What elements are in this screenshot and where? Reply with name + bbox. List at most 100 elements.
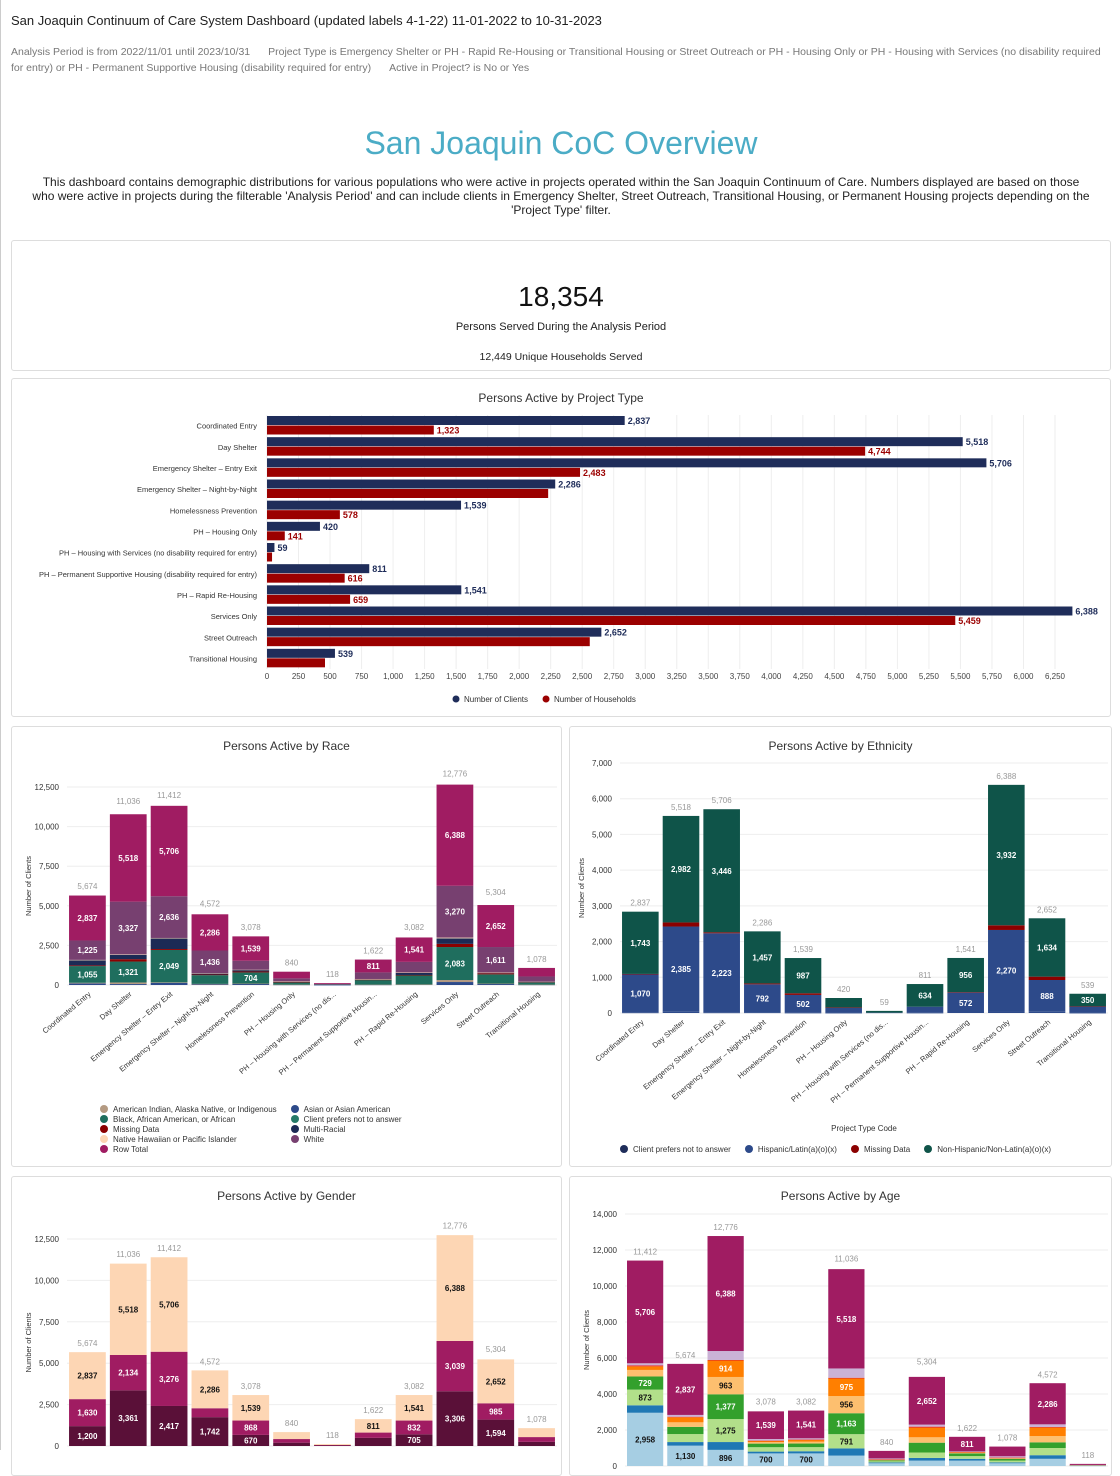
bar-segment bbox=[109, 959, 147, 962]
bar-segment bbox=[232, 969, 270, 971]
bar-clients bbox=[267, 458, 987, 468]
legend-label: Missing Data bbox=[113, 1124, 160, 1134]
bar-segment bbox=[69, 1426, 106, 1446]
legend-label: Row Total bbox=[113, 1144, 148, 1154]
bar-segment bbox=[354, 1437, 392, 1446]
x-tick-label: Homelessness Prevention bbox=[736, 1018, 809, 1081]
bar-segment bbox=[191, 1370, 229, 1409]
y-tick-label: 2,500 bbox=[39, 1401, 60, 1410]
filter-summary[interactable]: Analysis Period is from 2022/11/01 until… bbox=[11, 44, 1111, 76]
bar-segment bbox=[314, 984, 351, 985]
total-label: 539 bbox=[1081, 981, 1095, 990]
bar-segment bbox=[622, 911, 659, 974]
y-tick-label: 7,500 bbox=[39, 1318, 60, 1327]
x-tick-label: Emergency Shelter – Entry Exit bbox=[641, 1017, 727, 1091]
bar-segment bbox=[191, 1408, 229, 1418]
legend-item[interactable]: Multi-Racial bbox=[290, 1124, 402, 1134]
bar-segment bbox=[828, 1455, 865, 1466]
legend-item[interactable]: Client prefers not to answer bbox=[620, 1144, 731, 1154]
bar-segment bbox=[191, 975, 229, 984]
y-tick-label: 3,000 bbox=[592, 902, 613, 911]
legend-item[interactable]: Black, African American, or African bbox=[100, 1114, 277, 1124]
y-tick-label: 4,000 bbox=[592, 866, 613, 875]
bar-segment bbox=[395, 974, 433, 976]
total-label: 1,539 bbox=[793, 945, 814, 954]
bar-segment bbox=[825, 1007, 862, 1008]
data-label: 2,083 bbox=[445, 960, 466, 969]
legend-label: Hispanic/Latin(a)(o)(x) bbox=[757, 1144, 837, 1154]
legend-item[interactable]: American Indian, Alaska Native, or Indig… bbox=[100, 1104, 277, 1114]
total-label: 2,652 bbox=[1037, 905, 1058, 914]
total-label: 5,304 bbox=[486, 888, 507, 897]
legend-item[interactable]: Hispanic/Latin(a)(o)(x) bbox=[744, 1144, 837, 1154]
legend-marker bbox=[100, 1135, 108, 1143]
x-tick-label: 5,250 bbox=[919, 672, 940, 681]
category-label: Street Outreach bbox=[204, 633, 257, 642]
bar-segment bbox=[395, 975, 433, 985]
filter-project-type[interactable]: Project Type is Emergency Shelter or PH … bbox=[11, 46, 1101, 74]
legend-item[interactable]: Native Hawaiian or Pacific Islander bbox=[100, 1134, 277, 1144]
total-label: 2,286 bbox=[752, 918, 773, 927]
legend-item[interactable]: Missing Data bbox=[100, 1124, 277, 1134]
bar-segment bbox=[667, 1416, 704, 1418]
bar-segment bbox=[518, 1437, 555, 1442]
bar-segment bbox=[395, 1434, 433, 1446]
x-tick-label: Services Only bbox=[970, 1017, 1011, 1054]
bar-segment bbox=[109, 1263, 147, 1356]
x-tick-label: 4,000 bbox=[761, 672, 782, 681]
legend-item[interactable]: Asian or Asian American bbox=[290, 1104, 402, 1114]
bar-segment bbox=[436, 947, 474, 981]
bar-segment bbox=[436, 938, 474, 944]
x-tick-label: 6,000 bbox=[1013, 672, 1034, 681]
x-tick-label: 1,000 bbox=[383, 672, 404, 681]
households-label: Unique Households Served bbox=[514, 351, 643, 363]
bar-segment bbox=[667, 1417, 704, 1423]
data-label: 1,742 bbox=[200, 1428, 221, 1437]
data-label: 975 bbox=[840, 1383, 854, 1392]
bar-segment bbox=[667, 1414, 704, 1417]
bar-segment bbox=[314, 983, 351, 985]
bar-segment bbox=[703, 933, 740, 1013]
y-tick-label: 12,500 bbox=[35, 1235, 60, 1244]
x-tick-label: 5,750 bbox=[982, 672, 1003, 681]
data-label: 578 bbox=[343, 510, 358, 520]
legend-item[interactable]: Client prefers not to answer bbox=[290, 1114, 401, 1124]
y-tick-label: 12,000 bbox=[593, 1246, 618, 1255]
total-label: 840 bbox=[285, 1419, 299, 1428]
y-tick-label: 5,000 bbox=[592, 830, 613, 839]
data-label: 2,223 bbox=[712, 969, 733, 978]
legend-item[interactable]: Non-Hispanic/Non-Latin(a)(o)(x) bbox=[924, 1144, 1051, 1154]
bar-segment bbox=[868, 1450, 905, 1459]
chart-title: Persons Active by Ethnicity bbox=[768, 739, 913, 753]
data-label: 2,270 bbox=[996, 967, 1017, 976]
bar-segment bbox=[747, 1439, 784, 1441]
bar-segment bbox=[191, 914, 229, 951]
total-label: 1,078 bbox=[997, 1434, 1018, 1443]
data-label: 5,518 bbox=[118, 854, 139, 863]
bar-segment bbox=[69, 965, 106, 967]
filter-active[interactable]: Active in Project? is No or Yes bbox=[389, 62, 530, 74]
data-label: 2,982 bbox=[671, 865, 692, 874]
legend-item[interactable]: Row Total bbox=[100, 1144, 277, 1154]
bar-segment bbox=[273, 1442, 310, 1446]
gender-chart: 0 2,500 5,000 7,500 10,000 12,500 Number of Cl… bbox=[24, 1221, 557, 1451]
y-tick-label: 10,000 bbox=[593, 1282, 618, 1291]
bar-segment bbox=[1029, 1455, 1066, 1459]
filter-analysis-period[interactable]: Analysis Period is from 2022/11/01 until… bbox=[11, 46, 251, 58]
total-label: 5,674 bbox=[77, 882, 98, 891]
bar-segment bbox=[908, 1457, 945, 1461]
x-tick-label: 5,000 bbox=[887, 672, 908, 681]
bar-segment bbox=[69, 966, 106, 983]
bar-segment bbox=[314, 1444, 351, 1446]
data-label: 2,652 bbox=[917, 1397, 938, 1406]
bar-segment bbox=[232, 971, 270, 973]
legend-label: Black, African American, or African bbox=[113, 1114, 236, 1124]
legend-item[interactable]: White bbox=[290, 1134, 402, 1144]
data-label: 2,049 bbox=[159, 962, 180, 971]
data-label: 811 bbox=[367, 962, 380, 971]
legend-item[interactable]: Missing Data bbox=[850, 1144, 910, 1154]
bar-segment bbox=[866, 1012, 903, 1014]
y-tick-label: 6,000 bbox=[592, 795, 613, 804]
bar-households bbox=[267, 531, 285, 541]
bar-households bbox=[267, 425, 434, 435]
